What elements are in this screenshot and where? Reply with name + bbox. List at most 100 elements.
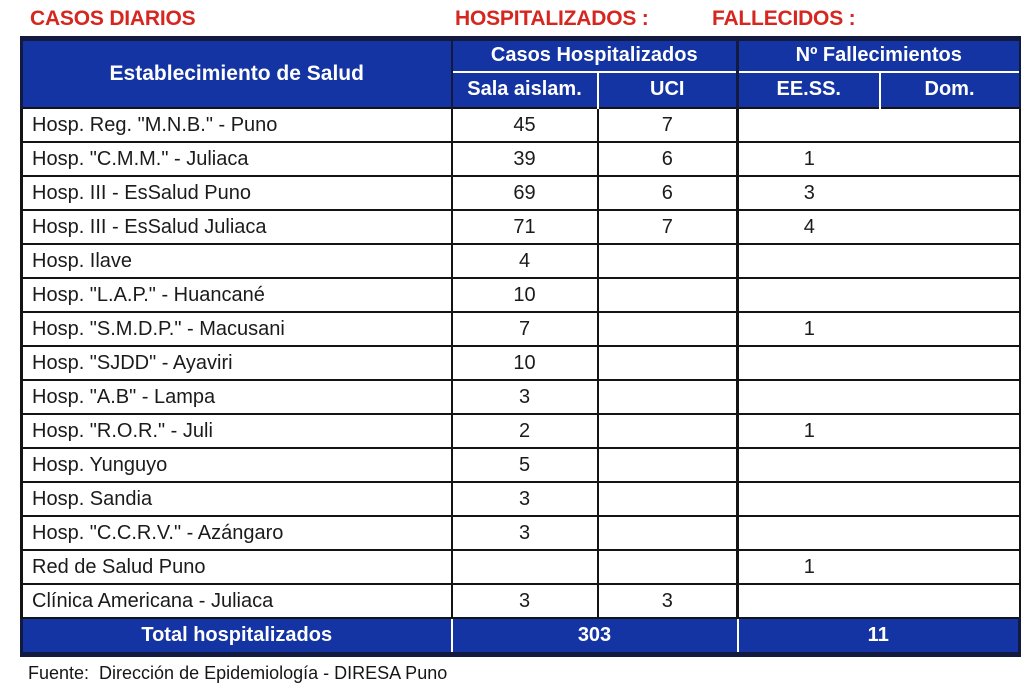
table-row: Hosp. Yunguyo 5: [20, 447, 1021, 482]
table-row: Hosp. "A.B" - Lampa 3: [20, 379, 1021, 414]
establecimiento-cell: Hosp. "L.A.P." - Huancané: [20, 277, 452, 312]
total-row: Total hospitalizados 303 11: [20, 617, 1021, 657]
table-row: Hosp. "R.O.R." - Juli 2 1: [20, 413, 1021, 448]
title-hospitalizados: HOSPITALIZADOS :: [455, 7, 649, 30]
sala-aislam-cell: 39: [450, 141, 598, 176]
sala-aislam-cell: 3: [450, 583, 598, 618]
eess-cell: [736, 345, 880, 380]
col-header-establecimiento: Establecimiento de Salud: [20, 38, 452, 108]
table-header: Establecimiento de Salud Casos Hospitali…: [20, 38, 1021, 108]
establecimiento-cell: Hosp. Reg. "M.N.B." - Puno: [20, 107, 452, 142]
table-row: Hosp. "L.A.P." - Huancané 10: [20, 277, 1021, 312]
dom-cell: [879, 209, 1021, 244]
table-row: Hosp. III - EsSalud Puno 69 6 3: [20, 175, 1021, 210]
uci-cell: [596, 447, 738, 482]
uci-cell: [596, 515, 738, 550]
total-fallecidos-value: 11: [736, 617, 1021, 657]
col-header-uci: UCI: [596, 70, 738, 108]
uci-cell: [596, 481, 738, 516]
dom-cell: [879, 549, 1021, 584]
table-row: Hosp. Sandia 3: [20, 481, 1021, 516]
dom-cell: [879, 107, 1021, 142]
eess-cell: 1: [736, 311, 880, 346]
dom-cell: [879, 515, 1021, 550]
table-row: Hosp. "SJDD" - Ayaviri 10: [20, 345, 1021, 380]
table-row: Clínica Americana - Juliaca 3 3: [20, 583, 1021, 618]
sala-aislam-cell: 69: [450, 175, 598, 210]
dom-cell: [879, 447, 1021, 482]
establecimiento-cell: Hosp. "S.M.D.P." - Macusani: [20, 311, 452, 346]
establecimiento-cell: Hosp. Sandia: [20, 481, 452, 516]
eess-cell: 3: [736, 175, 880, 210]
eess-cell: 4: [736, 209, 880, 244]
dom-cell: [879, 243, 1021, 278]
establecimiento-cell: Hosp. "SJDD" - Ayaviri: [20, 345, 452, 380]
eess-cell: [736, 515, 880, 550]
total-label: Total hospitalizados: [20, 617, 452, 657]
dom-cell: [879, 413, 1021, 448]
establecimiento-cell: Hosp. III - EsSalud Juliaca: [20, 209, 452, 244]
uci-cell: [596, 379, 738, 414]
source-note: Fuente: Dirección de Epidemiología - DIR…: [28, 663, 448, 683]
dom-cell: [879, 379, 1021, 414]
dom-cell: [879, 583, 1021, 618]
sala-aislam-cell: 5: [450, 447, 598, 482]
dom-cell: [879, 277, 1021, 312]
table-row: Hosp. "C.M.M." - Juliaca 39 6 1: [20, 141, 1021, 176]
title-casos-diarios: CASOS DIARIOS: [30, 7, 196, 30]
eess-cell: [736, 243, 880, 278]
table-row: Hosp. Ilave 4: [20, 243, 1021, 278]
sub-header-row: Sala aislam. UCI EE.SS. Dom.: [22, 70, 1021, 108]
uci-cell: [596, 277, 738, 312]
uci-cell: [596, 311, 738, 346]
establecimiento-cell: Clínica Americana - Juliaca: [20, 583, 452, 618]
sala-aislam-cell: 3: [450, 515, 598, 550]
eess-cell: [736, 277, 880, 312]
col-group-casos-hospitalizados: Casos Hospitalizados: [450, 38, 738, 72]
col-header-sala-aislam: Sala aislam.: [450, 70, 598, 108]
uci-cell: 3: [596, 583, 738, 618]
eess-cell: 1: [736, 549, 880, 584]
col-header-dom: Dom.: [878, 70, 1021, 108]
establecimiento-cell: Red de Salud Puno: [20, 549, 452, 584]
sala-aislam-cell: 71: [450, 209, 598, 244]
sala-aislam-cell: 10: [450, 345, 598, 380]
uci-cell: 7: [596, 107, 738, 142]
eess-cell: [736, 107, 880, 142]
eess-cell: [736, 379, 880, 414]
sala-aislam-cell: 2: [450, 413, 598, 448]
dom-cell: [879, 345, 1021, 380]
sala-aislam-cell: 3: [450, 481, 598, 516]
eess-cell: [736, 583, 880, 618]
sala-aislam-cell: 4: [450, 243, 598, 278]
sala-aislam-cell: 7: [450, 311, 598, 346]
establecimiento-cell: Hosp. "C.C.R.V." - Azángaro: [20, 515, 452, 550]
establecimiento-cell: Hosp. III - EsSalud Puno: [20, 175, 452, 210]
eess-cell: [736, 447, 880, 482]
col-header-eess: EE.SS.: [736, 70, 880, 108]
dom-cell: [879, 141, 1021, 176]
table-row: Hosp. "S.M.D.P." - Macusani 7 1: [20, 311, 1021, 346]
table-row: Red de Salud Puno 1: [20, 549, 1021, 584]
establecimiento-cell: Hosp. Yunguyo: [20, 447, 452, 482]
uci-cell: [596, 243, 738, 278]
sala-aislam-cell: 3: [450, 379, 598, 414]
establecimiento-cell: Hosp. Ilave: [20, 243, 452, 278]
uci-cell: 7: [596, 209, 738, 244]
hospitalizations-table: Establecimiento de Salud Casos Hospitali…: [20, 36, 1021, 657]
uci-cell: [596, 413, 738, 448]
table-row: Hosp. Reg. "M.N.B." - Puno 45 7: [20, 107, 1021, 142]
eess-cell: 1: [736, 413, 880, 448]
uci-cell: [596, 549, 738, 584]
eess-cell: 1: [736, 141, 880, 176]
establecimiento-cell: Hosp. "A.B" - Lampa: [20, 379, 452, 414]
title-fallecidos: FALLECIDOS :: [712, 7, 856, 30]
sala-aislam-cell: 45: [450, 107, 598, 142]
dom-cell: [879, 311, 1021, 346]
uci-cell: 6: [596, 141, 738, 176]
establecimiento-cell: Hosp. "C.M.M." - Juliaca: [20, 141, 452, 176]
total-hospitalizados-value: 303: [450, 617, 738, 657]
table-footer: Total hospitalizados 303 11: [20, 617, 1021, 657]
sala-aislam-cell: [450, 549, 598, 584]
